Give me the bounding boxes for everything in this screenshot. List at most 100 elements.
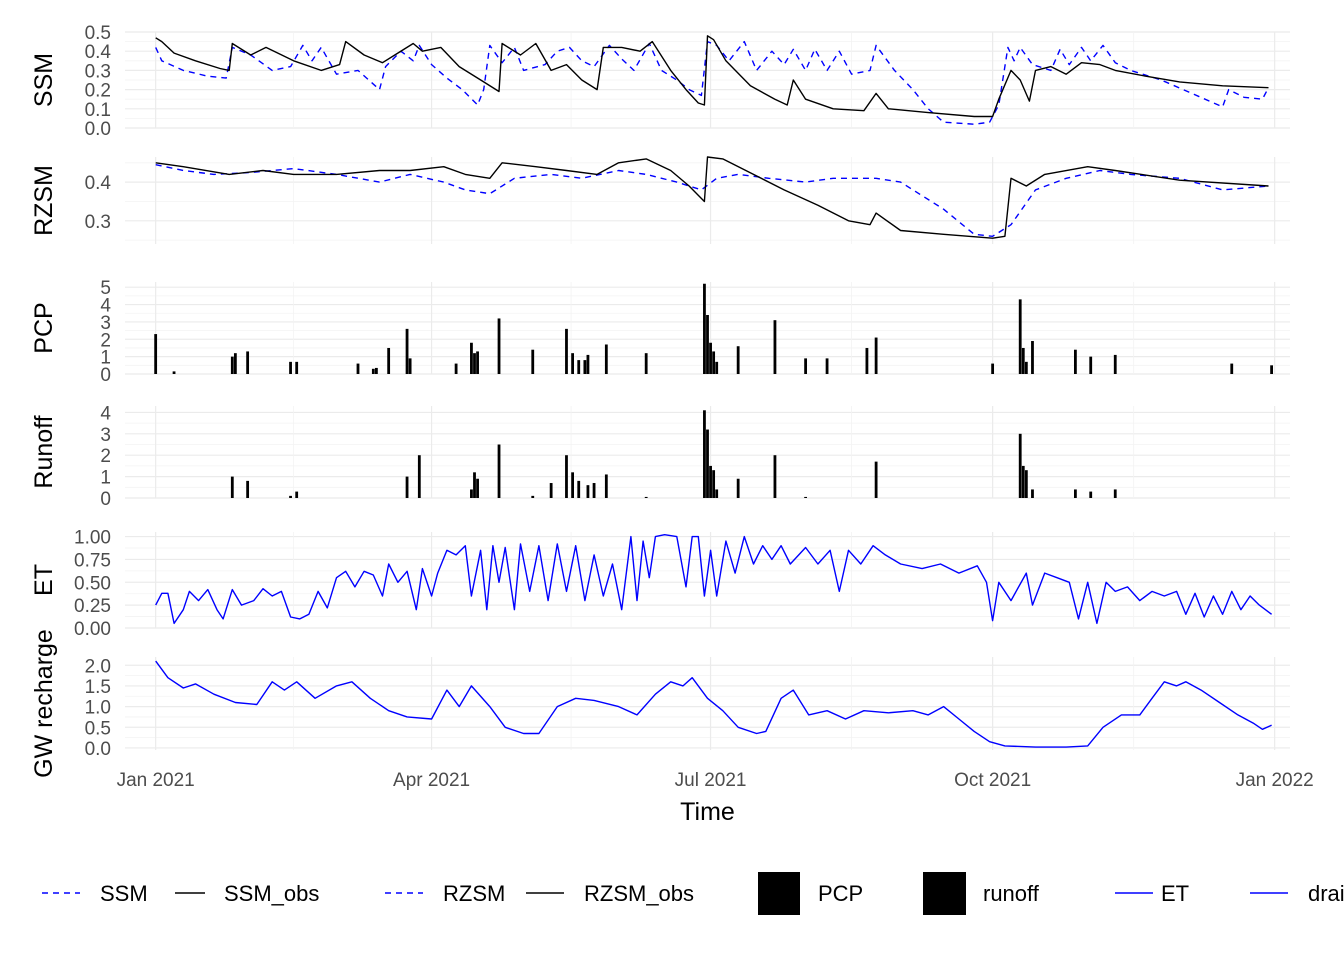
bar <box>703 283 706 374</box>
bar <box>405 328 409 374</box>
bar <box>497 318 501 374</box>
y-axis-title: GW recharge <box>30 629 58 778</box>
bar <box>1113 354 1117 374</box>
bar <box>736 478 740 498</box>
bar <box>1230 363 1234 374</box>
y-tick-label: 0.75 <box>74 550 111 571</box>
bar <box>1018 433 1022 498</box>
bar <box>1018 299 1022 374</box>
bar <box>1089 491 1093 498</box>
bar <box>1031 341 1034 374</box>
line-series-RZSM <box>155 164 1269 237</box>
bar <box>356 363 360 374</box>
bar <box>246 480 250 498</box>
bar <box>715 361 719 374</box>
legend-item-RZSM: RZSM <box>385 881 505 906</box>
y-tick-label: 0.5 <box>85 718 111 739</box>
y-tick-label: 0.3 <box>85 61 111 82</box>
legend: SSM SSM_obs RZSM RZSM_obs PCP runoff ET drainag… <box>42 872 1344 915</box>
bar <box>473 472 476 498</box>
line-series-ET <box>155 534 1273 625</box>
y-tick-label: 0 <box>100 489 111 510</box>
legend-label: ET <box>1161 881 1189 906</box>
y-tick-label: 4 <box>100 403 111 424</box>
bar <box>604 474 608 498</box>
bar <box>230 356 234 374</box>
bar <box>586 354 590 374</box>
y-axis-title: PCP <box>30 302 58 353</box>
bar <box>1089 356 1093 374</box>
bar <box>583 360 587 374</box>
y-tick-label: 0.4 <box>85 42 112 63</box>
y-tick-label: 3 <box>100 313 111 334</box>
y-tick-label: 1.0 <box>85 698 111 719</box>
legend-item-drainage: drainage <box>1250 881 1344 906</box>
bar <box>531 349 535 374</box>
legend-item-runoff: runoff <box>923 872 1040 915</box>
x-tick-label: Jan 2021 <box>117 770 195 791</box>
bar <box>1024 470 1028 498</box>
bar <box>709 342 712 374</box>
x-tick-label: Jul 2021 <box>675 770 747 791</box>
bar <box>374 367 378 374</box>
bar <box>233 353 237 374</box>
bar <box>417 455 421 498</box>
y-axis-title: ET <box>30 564 58 596</box>
bar <box>586 485 590 498</box>
panel-1 <box>155 35 1270 125</box>
y-tick-label: 0.2 <box>85 81 111 102</box>
bar <box>865 347 869 374</box>
bar <box>476 478 479 498</box>
bar <box>706 314 709 374</box>
y-tick-label: 1 <box>100 468 111 489</box>
line-series-drainage <box>155 660 1272 748</box>
bar <box>773 320 777 374</box>
bar <box>709 465 712 498</box>
bar <box>289 495 292 498</box>
bar <box>565 455 568 498</box>
legend-label: PCP <box>818 881 863 906</box>
bar <box>571 472 575 498</box>
bar <box>454 363 458 374</box>
bar <box>874 461 878 498</box>
bar <box>773 455 777 498</box>
bar <box>470 489 473 498</box>
panel-2 <box>155 156 1269 239</box>
y-tick-label: 1.5 <box>85 677 111 698</box>
bar <box>497 444 501 498</box>
bar <box>476 351 479 374</box>
bar <box>644 496 648 498</box>
bar <box>172 371 176 374</box>
y-tick-label: 4 <box>100 296 111 317</box>
y-axis-title: SSM <box>30 53 58 107</box>
bar <box>1021 465 1025 498</box>
bar <box>703 410 706 498</box>
x-tick-label: Jan 2022 <box>1236 770 1314 791</box>
y-tick-label: 1.00 <box>74 528 111 549</box>
bar <box>405 476 409 498</box>
bar <box>712 351 716 374</box>
bar <box>470 342 473 374</box>
bar <box>295 361 299 374</box>
x-axis-title: Time <box>680 798 735 826</box>
bar <box>246 351 250 374</box>
bar <box>473 353 476 374</box>
legend-label: RZSM_obs <box>584 881 694 906</box>
bar <box>549 483 553 498</box>
bar <box>531 495 535 498</box>
bar <box>1270 365 1274 374</box>
bar <box>1073 349 1077 374</box>
bar <box>1024 361 1028 374</box>
x-tick-label: Apr 2021 <box>393 770 470 791</box>
y-tick-label: 3 <box>100 425 111 446</box>
bar <box>644 353 648 374</box>
y-tick-label: 2 <box>100 330 111 351</box>
y-tick-label: 0.0 <box>85 119 111 140</box>
y-tick-label: 0 <box>100 365 111 386</box>
bar <box>804 496 808 498</box>
y-axis-title: RZSM <box>30 165 58 236</box>
bar <box>295 491 299 498</box>
bar <box>577 480 581 498</box>
